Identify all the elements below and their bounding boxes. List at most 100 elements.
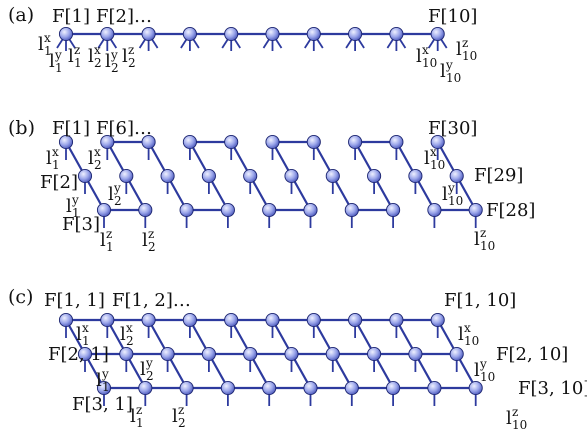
b-leg-label-z10-base: l (474, 229, 480, 250)
c-tensor-node-r2-c5 (243, 346, 258, 362)
c-leg-label-x2: l x2 (120, 321, 134, 348)
a-leg-label-y1-sub: 1 (55, 61, 63, 75)
b-tensor-node-c7-r1 (306, 134, 321, 150)
b-tensor-node-c7-r3 (344, 202, 359, 218)
b-tensor-node-c10-r2 (449, 168, 464, 184)
c-tensor-node-r2-c1 (77, 346, 93, 362)
b-tensor-node-c6-r3 (303, 202, 318, 218)
c-tensor-node-r1-c7 (306, 312, 321, 328)
c-tensor-label-3-10: F[3, 10] (518, 378, 587, 399)
a-leg-label-x10-sub: 10 (422, 56, 437, 70)
b-tensor-node-c1-r1 (58, 134, 74, 150)
c-tensor-node-r1-c4 (182, 312, 197, 328)
c-leg-label-y1-sub: 1 (102, 380, 110, 394)
a-leg-label-y1: l y1 (49, 48, 63, 75)
b-leg-label-x1-base: l (46, 148, 52, 169)
b-leg-label-z2-base: l (142, 230, 148, 251)
c-leg-label-z2-sup: z (178, 403, 184, 417)
b-leg-label-y1: l y1 (66, 193, 80, 220)
c-tensor-node-r3-c3 (179, 380, 194, 396)
b-leg-label-y1-sub: 1 (72, 206, 80, 220)
a-leg-label-y2: l y2 (105, 48, 119, 75)
c-tensor-label-2-1: F[2, 1] (48, 344, 109, 365)
a-leg-label-y10-sub: 10 (446, 71, 461, 85)
b-tensor-node-c1-r3 (96, 202, 112, 218)
panel-label-b: (b) (8, 117, 35, 139)
a-leg-label-y2-base: l (105, 51, 111, 72)
b-leg-label-x2-base: l (88, 148, 94, 169)
a-leg-label-y10-base: l (440, 61, 446, 82)
b-tensor-label-3: F[3] (62, 214, 100, 235)
a-tensor-label-2: F[2]… (96, 6, 152, 27)
a-leg-label-x10-base: l (416, 46, 422, 67)
b-tensor-node-c9-r1 (389, 134, 404, 150)
b-tensor-node-c4-r2 (201, 168, 216, 184)
a-tensor-node-8 (348, 26, 363, 42)
b-leg-label-z10: l z10 (474, 226, 495, 253)
c-tensor-node-r1-c9 (389, 312, 404, 328)
c-leg-label-y10-base: l (474, 360, 480, 381)
c-leg-label-z1-sub: 1 (136, 416, 144, 430)
b-tensor-node-c5-r2 (243, 168, 258, 184)
b-tensor-node-c10-r1 (430, 134, 445, 150)
a-tensor-node-10 (430, 26, 445, 42)
c-leg-label-z1: l z1 (130, 403, 144, 430)
b-leg-label-y10-sup: y (447, 181, 455, 195)
c-tensor-node-r1-c8 (348, 312, 363, 328)
b-tensor-node-c9-r2 (408, 168, 423, 184)
b-leg-label-x10-sup: x (430, 145, 437, 159)
b-leg-label-x2: l x2 (88, 145, 102, 172)
b-tensor-node-c2-r3 (138, 202, 153, 218)
a-tensor-node-5 (224, 26, 239, 42)
b-tensor-node-c2-r2 (119, 168, 134, 184)
a-leg-label-z1-sub: 1 (74, 56, 82, 70)
a-leg-label-y1-base: l (49, 51, 55, 72)
b-tensor-node-c3-r2 (160, 168, 175, 184)
a-leg-label-x1: l x1 (38, 31, 52, 58)
b-leg-label-z1-sup: z (106, 227, 112, 241)
b-tensor-node-c8-r3 (386, 202, 401, 218)
c-tensor-node-r1-c2 (100, 312, 115, 328)
c-leg-label-y1-sup: y (101, 367, 109, 381)
b-leg-label-x10-sub: 10 (430, 158, 445, 172)
c-tensor-node-r2-c8 (367, 346, 382, 362)
b-tensor-node-c2-r1 (100, 134, 115, 150)
c-tensor-node-r1-c5 (224, 312, 239, 328)
b-tensor-node-c8-r1 (348, 134, 363, 150)
b-leg-label-z10-sub: 10 (480, 239, 495, 253)
c-leg-label-z1-base: l (130, 406, 136, 427)
b-tensor-node-c5-r3 (262, 202, 277, 218)
b-leg-label-z1: l z1 (100, 227, 114, 254)
c-leg-label-y2-sup: y (145, 356, 153, 370)
c-tensor-node-r3-c2 (138, 380, 153, 396)
c-leg-label-y1: l y1 (96, 367, 110, 394)
panel-a: (a) F[1] F[2]… F[10]l x1l y1l z1 l x2 l y2l z2 l x10 l… (8, 4, 477, 85)
b-leg-label-z10-sup: z (480, 226, 486, 240)
b-leg-label-x1: l x1 (46, 145, 60, 172)
c-leg-label-y1-base: l (96, 370, 102, 391)
b-tensor-node-c3-r3 (179, 202, 194, 218)
panel-label-a: (a) (8, 4, 34, 26)
b-tensor-label-1: F[1] (52, 118, 90, 139)
a-leg-label-z10-sup: z (462, 36, 468, 50)
c-tensor-node-r2-c3 (160, 346, 175, 362)
b-tensor-node-c9-r3 (427, 202, 442, 218)
b-leg-label-y10-base: l (442, 184, 448, 205)
b-tensor-node-c10-r3 (468, 202, 483, 218)
a-leg-label-x2-sup: x (94, 43, 101, 57)
c-leg-label-z1-sup: z (136, 403, 142, 417)
b-tensor-node-c6-r2 (284, 168, 299, 184)
b-leg-label-z2-sup: z (148, 227, 154, 241)
b-leg-label-x2-sub: 2 (94, 158, 102, 172)
c-leg-label-z10-base: l (506, 408, 512, 429)
c-leg-label-x10: l x10 (458, 321, 479, 348)
a-tensor-node-2 (100, 26, 115, 42)
c-tensor-node-r3-c8 (386, 380, 401, 396)
a-leg-label-y1-sup: y (54, 48, 62, 62)
c-leg-label-x1-base: l (76, 324, 82, 345)
b-tensor-node-c3-r1 (141, 134, 156, 150)
c-tensor-node-r3-c1 (96, 380, 112, 396)
b-tensor-node-c4-r3 (220, 202, 235, 218)
a-leg-label-x2-sub: 2 (94, 56, 102, 70)
a-tensor-node-9 (389, 26, 404, 42)
